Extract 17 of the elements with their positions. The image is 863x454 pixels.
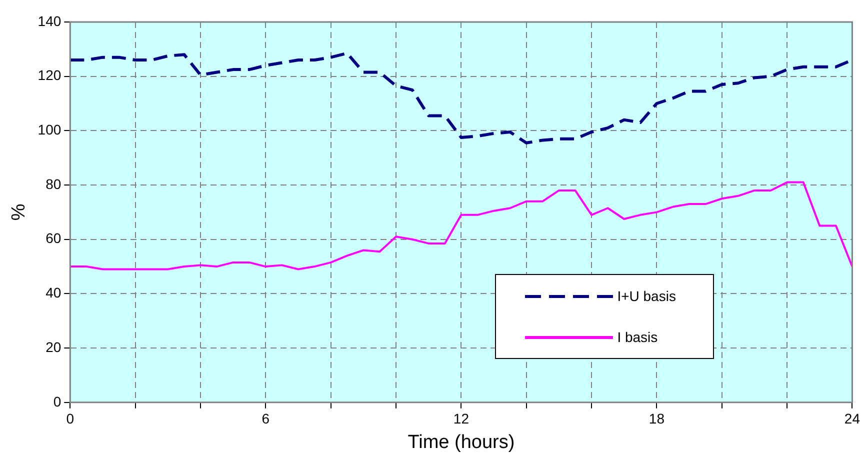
x-tick-label: 6 <box>262 410 270 427</box>
x-tick-label: 12 <box>453 410 470 427</box>
y-tick-label: 0 <box>53 393 62 410</box>
y-tick-label: 20 <box>46 338 62 355</box>
y-axis-title: % <box>8 204 30 221</box>
y-tick-label: 60 <box>46 230 62 246</box>
y-tick-label: 120 <box>38 67 62 84</box>
y-tick-label: 40 <box>46 284 62 301</box>
legend-label: I basis <box>617 329 658 346</box>
x-tick-label: 18 <box>648 410 665 427</box>
y-tick-label: 140 <box>38 12 62 29</box>
legend-label: I+U basis <box>617 288 676 304</box>
y-tick-label: 100 <box>38 122 62 138</box>
x-axis-title: Time (hours) <box>408 432 515 453</box>
y-tick-label: 80 <box>46 176 62 192</box>
x-tick-label: 0 <box>66 410 74 427</box>
x-tick-label: 24 <box>844 410 860 427</box>
